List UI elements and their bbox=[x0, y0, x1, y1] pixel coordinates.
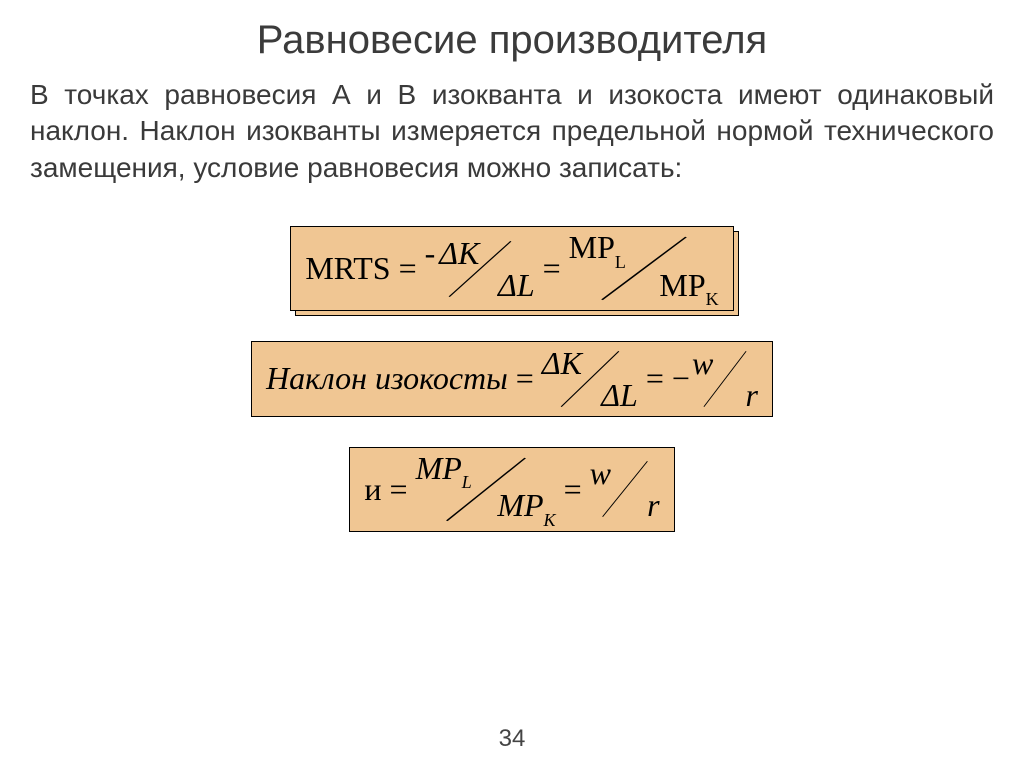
sub-k: K bbox=[706, 289, 719, 309]
page-number: 34 bbox=[0, 725, 1024, 753]
mp-base: MP bbox=[497, 487, 543, 523]
minus-sign: − bbox=[672, 360, 690, 397]
formula-2-box: Наклон изокосты = ΔK ΔL = − w r bbox=[251, 341, 773, 417]
f3-frac2-num: w bbox=[590, 457, 627, 489]
f2-frac2-num: w bbox=[692, 347, 729, 379]
delta-k: ΔK bbox=[439, 235, 479, 271]
f3-frac2-den: r bbox=[631, 489, 659, 521]
f3-frac1-den: MPK bbox=[481, 489, 555, 526]
formula-3: и = MPL MPK = w r bbox=[364, 452, 659, 527]
equals-sign: = bbox=[564, 471, 582, 508]
formula-stack: MRTS = -ΔK ΔL = MPL bbox=[30, 226, 994, 532]
formula-2-wrapper: Наклон изокосты = ΔK ΔL = − w r bbox=[251, 341, 773, 417]
slide: Равновесие производителя В точках равнов… bbox=[0, 0, 1024, 767]
f1-frac2: MPL MPK bbox=[569, 231, 719, 306]
f2-frac2-den: r bbox=[729, 379, 757, 411]
formula-3-box: и = MPL MPK = w r bbox=[349, 447, 674, 532]
mp-base: MP bbox=[569, 229, 615, 265]
equals-sign: = bbox=[516, 360, 534, 397]
f1-frac2-den: MPK bbox=[643, 269, 718, 306]
f1-frac1-den: ΔL bbox=[482, 269, 535, 301]
formula-1-box: MRTS = -ΔK ΔL = MPL bbox=[290, 226, 733, 311]
equals-sign: = bbox=[399, 250, 417, 287]
f1-lhs: MRTS bbox=[305, 250, 390, 287]
formula-1: MRTS = -ΔK ΔL = MPL bbox=[305, 231, 718, 306]
page-title: Равновесие производителя bbox=[30, 18, 994, 63]
f3-frac2: w r bbox=[590, 456, 660, 522]
formula-1-wrapper: MRTS = -ΔK ΔL = MPL bbox=[290, 226, 733, 311]
equals-sign: = bbox=[390, 471, 408, 508]
sub-k: K bbox=[544, 510, 556, 530]
f2-frac1-num: ΔK bbox=[542, 347, 598, 379]
formula-3-wrapper: и = MPL MPK = w r bbox=[349, 447, 674, 532]
f2-frac1-den: ΔL bbox=[585, 379, 638, 411]
mp-base: MP bbox=[416, 450, 462, 486]
sub-l: L bbox=[462, 472, 472, 492]
mp-base: MP bbox=[659, 267, 705, 303]
equals-sign: = bbox=[646, 360, 664, 397]
sub-l: L bbox=[615, 252, 626, 272]
f3-frac1-num: MPL bbox=[416, 452, 488, 489]
formula-2: Наклон изокосты = ΔK ΔL = − w r bbox=[266, 346, 758, 412]
body-paragraph: В точках равновесия А и В изокванта и из… bbox=[30, 77, 994, 186]
f2-lhs: Наклон изокосты bbox=[266, 360, 508, 397]
f1-frac2-num: MPL bbox=[569, 231, 642, 268]
f2-frac2: w r bbox=[692, 346, 758, 412]
f2-frac1: ΔK ΔL bbox=[542, 346, 638, 412]
f1-frac1-num: -ΔK bbox=[425, 237, 496, 269]
f3-lhs: и bbox=[364, 471, 381, 508]
f1-frac1: -ΔK ΔL bbox=[425, 236, 535, 302]
f3-frac1: MPL MPK bbox=[416, 452, 556, 527]
minus-sign: - bbox=[425, 235, 436, 271]
equals-sign: = bbox=[543, 250, 561, 287]
